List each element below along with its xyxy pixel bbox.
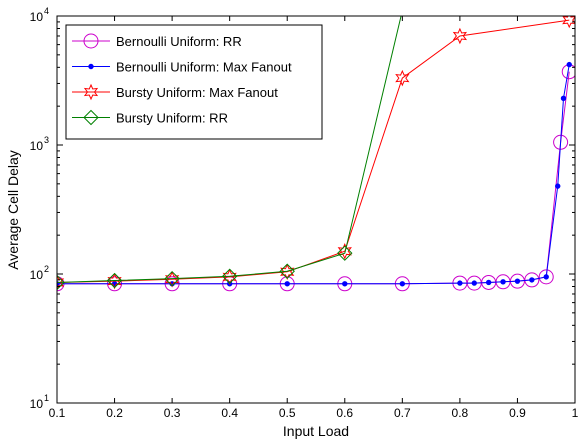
- x-tick-label: 1: [572, 406, 578, 420]
- x-tick-label: 0.2: [106, 406, 123, 420]
- legend-label: Bernoulli Uniform: Max Fanout: [116, 60, 292, 75]
- data-point: [543, 274, 549, 280]
- legend-label: Bursty Uniform: RR: [116, 111, 228, 126]
- legend-item: Bursty Uniform: Max Fanout: [72, 83, 278, 101]
- axes-layer: [56, 15, 576, 404]
- data-point: [395, 69, 410, 87]
- data-point: [560, 95, 567, 102]
- series-line: [57, 19, 570, 283]
- x-tick-label: 0.9: [509, 406, 526, 420]
- data-point: [106, 272, 123, 289]
- data-point: [457, 280, 463, 286]
- y-tick-label: 10: [30, 139, 44, 153]
- x-tick-label: 0.6: [336, 406, 353, 420]
- y-tick-exponent: 3: [44, 135, 49, 145]
- legend-box: [65, 24, 323, 140]
- x-tick-label: 0.7: [394, 406, 411, 420]
- data-point: [562, 16, 575, 29]
- x-tick-label: 0.1: [49, 406, 66, 420]
- data-point: [514, 278, 521, 284]
- data-point: [471, 280, 477, 286]
- data-point: [485, 279, 492, 286]
- y-tick-label: 10: [30, 10, 44, 24]
- data-point: [500, 279, 506, 285]
- data-point: [284, 281, 290, 287]
- series-line: [57, 16, 402, 283]
- legend-item: Bernoulli Uniform: RR: [72, 33, 242, 49]
- legend-marker: [83, 83, 99, 101]
- y-tick-exponent: 1: [44, 393, 49, 403]
- data-point: [566, 61, 572, 68]
- data-point: [57, 274, 65, 291]
- axes-frame: [56, 15, 576, 404]
- data-point: [529, 277, 535, 283]
- data-point: [337, 243, 352, 260]
- legend-label: Bernoulli Uniform: RR: [116, 34, 242, 49]
- series-layer: [57, 16, 575, 292]
- legend-marker: [88, 63, 94, 70]
- y-tick-label: 10: [30, 268, 44, 282]
- legend-item: Bursty Uniform: RR: [72, 109, 228, 126]
- series-1: [57, 61, 572, 287]
- data-point: [524, 272, 540, 288]
- series-clip-group: [57, 16, 575, 292]
- legend-item: Bernoulli Uniform: Max Fanout: [72, 60, 292, 75]
- data-point: [221, 268, 238, 284]
- legend-label: Bursty Uniform: Max Fanout: [116, 85, 278, 100]
- data-point: [164, 270, 180, 287]
- legend-marker: [83, 33, 99, 49]
- data-point: [342, 281, 348, 287]
- legend-marker: [83, 109, 99, 126]
- x-tick-label: 0.5: [279, 406, 296, 420]
- data-point: [279, 263, 295, 279]
- x-tick-label: 0.3: [164, 406, 181, 420]
- x-tick-label: 0.4: [221, 406, 238, 420]
- data-point: [538, 269, 554, 285]
- data-point: [337, 245, 353, 261]
- data-point: [555, 183, 561, 189]
- data-point: [57, 274, 65, 291]
- legend: Bernoulli Uniform: RR Bernoulli Uniform: …: [65, 24, 323, 140]
- y-tick-exponent: 2: [44, 264, 49, 274]
- y-axis-label: Average Cell Delay: [5, 150, 21, 270]
- data-point: [452, 27, 468, 45]
- x-tick-label: 0.8: [452, 406, 469, 420]
- data-point: [399, 281, 406, 287]
- y-tick-exponent: 4: [44, 6, 49, 16]
- y-tick-label: 10: [30, 397, 44, 411]
- x-axis-label: Input Load: [283, 423, 349, 439]
- series-3: [57, 16, 402, 291]
